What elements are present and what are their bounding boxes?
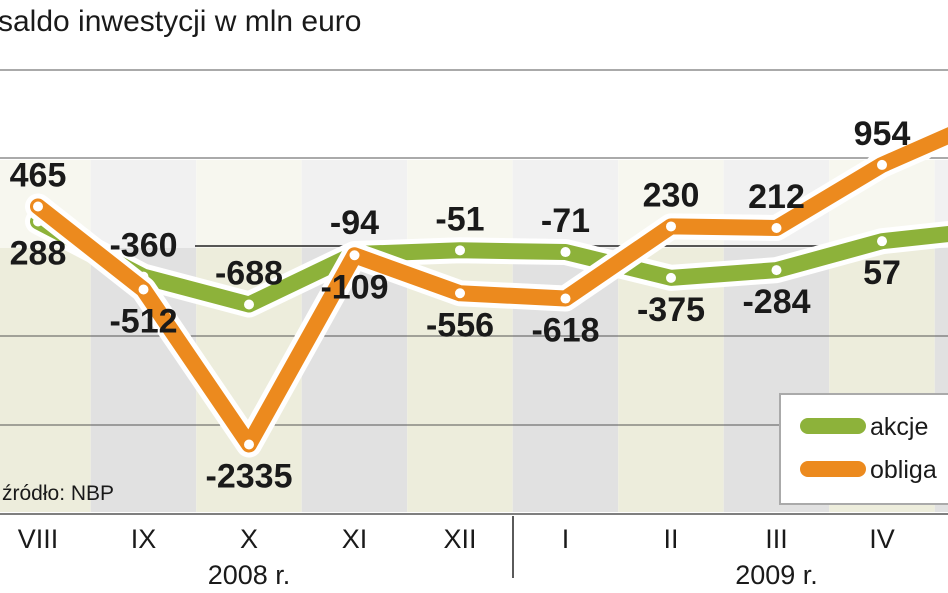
data-label-akcje-VIII: 288 (10, 235, 67, 273)
point-akcje-II (666, 272, 676, 283)
series-layer (25, 121, 948, 458)
x-tick-III: III (765, 524, 788, 554)
point-obligacje-II (666, 221, 676, 232)
data-label-akcje-IX: -360 (109, 227, 177, 265)
data-label-obligacje-III: 212 (748, 178, 805, 216)
x-tick-II: II (663, 524, 678, 554)
point-obligacje-III (771, 222, 782, 233)
x-tick-XII: XII (443, 524, 476, 554)
point-akcje-XII (455, 245, 465, 256)
data-label-akcje-XI: -94 (330, 204, 379, 242)
legend-label-akcje: akcje (870, 413, 928, 441)
point-obligacje-IX (138, 284, 149, 295)
x-tick-IV: IV (869, 524, 895, 554)
data-label-akcje-II: -375 (637, 291, 705, 329)
legend: akcje obliga (779, 393, 948, 505)
x-tick-IX: IX (131, 524, 157, 554)
point-akcje-I (560, 247, 571, 258)
point-akcje-X (244, 299, 254, 310)
data-labels: 288 465 -360 -512 -688 -2335 -94 -109 -51 -556 -71… (10, 115, 911, 496)
data-label-obligacje-IX: -512 (109, 303, 177, 341)
x-axis: VIIIIXXXIXIIIIIIIIIVV2008 r.2009 r. (18, 516, 895, 590)
point-obligacje-IV (877, 159, 887, 170)
data-label-akcje-IV: 57 (863, 254, 901, 292)
point-obligacje-VIII (33, 201, 43, 212)
data-label-obligacje-XI: -109 (320, 268, 388, 306)
point-obligacje-XII (455, 288, 465, 299)
point-akcje-III (771, 265, 782, 276)
point-akcje-IV (877, 236, 887, 247)
x-tick-I: I (562, 524, 570, 554)
point-obligacje-XI (349, 250, 360, 261)
data-label-obligacje-XII: -556 (426, 306, 494, 344)
data-label-obligacje-X: -2335 (206, 457, 293, 495)
gridlines (0, 69, 948, 515)
year-label: 2008 r. (208, 560, 291, 590)
data-label-akcje-X: -688 (215, 254, 283, 292)
data-label-akcje-XII: -51 (435, 200, 484, 238)
legend-label-obligacje: obliga (870, 456, 937, 484)
data-label-akcje-I: -71 (541, 202, 590, 240)
legend-box (779, 393, 948, 505)
series-line-akcje (30, 213, 948, 313)
x-tick-X: X (240, 524, 258, 554)
x-tick-XI: XI (342, 524, 368, 554)
data-label-akcje-III: -284 (742, 283, 810, 321)
data-label-obligacje-II: 230 (643, 176, 700, 214)
data-label-obligacje-IV: 954 (854, 115, 911, 153)
year-label: 2009 r. (735, 560, 818, 590)
data-label-obligacje-I: -618 (531, 312, 599, 350)
series-line-obligacje (30, 127, 948, 453)
data-label-obligacje-VIII: 465 (10, 156, 67, 194)
x-tick-VIII: VIII (18, 524, 59, 554)
source-note: źródło: NBP (2, 482, 114, 505)
chart-title: saldo inwestycji w mln euro (0, 5, 361, 38)
point-obligacje-I (560, 293, 571, 304)
point-obligacje-X (244, 439, 254, 450)
